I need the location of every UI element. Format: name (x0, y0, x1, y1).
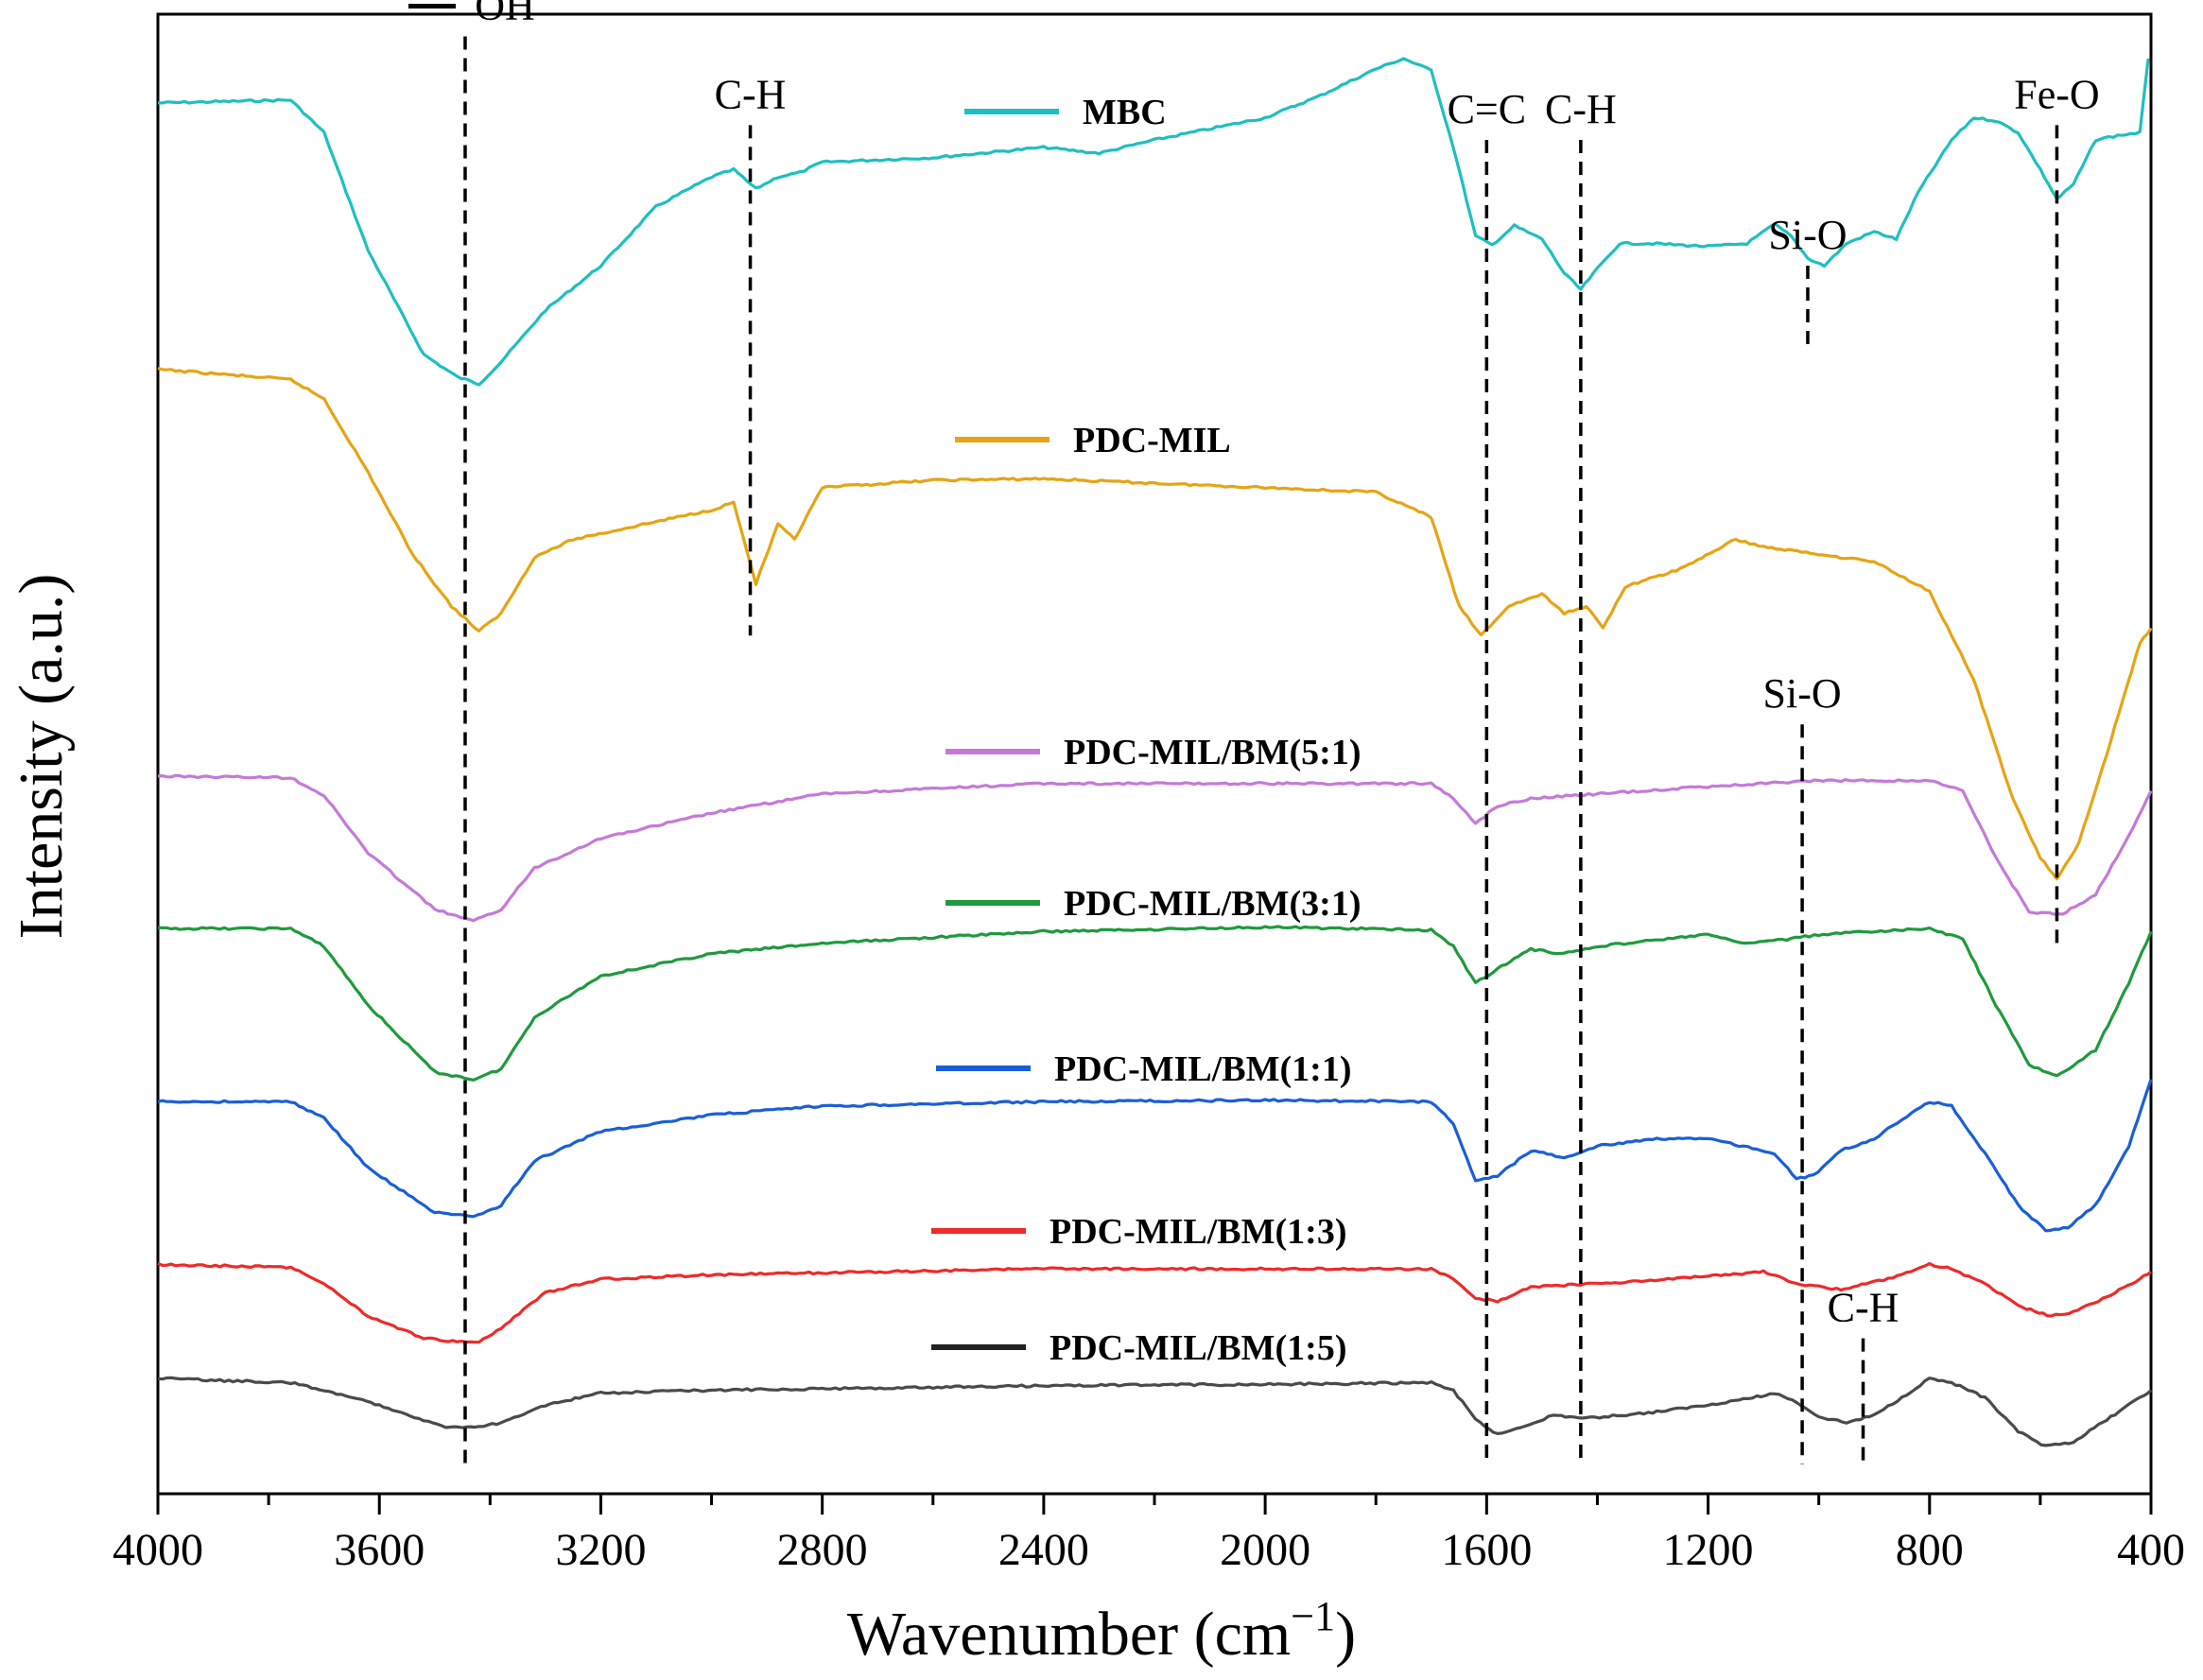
series-line-pdc-mil-bm-3-1 (157, 925, 2153, 1082)
x-tick-label: 4000 (113, 1525, 203, 1575)
series-line-pdc-mil-bm-1-5 (157, 1376, 2153, 1447)
x-tick-label: 2000 (1220, 1525, 1310, 1575)
legend-item: PDC-MIL/BM(1:3) (931, 1212, 1346, 1252)
x-tick-label: 1200 (1663, 1525, 1754, 1575)
series-line-pdc-mil-bm-1-1 (157, 1079, 2153, 1233)
legend-label: PDC-MIL/BM(5:1) (1064, 733, 1361, 772)
peak-label: C-H (715, 71, 787, 117)
x-tick-label: 2800 (777, 1525, 868, 1575)
peak-label: Fe-O (2014, 71, 2099, 117)
legend-item: PDC-MIL/BM(3:1) (945, 884, 1361, 924)
series-line-mbc (158, 57, 2150, 387)
x-tick-label: 2400 (998, 1525, 1089, 1575)
series-line-pdc-mil-bm-5-1 (157, 773, 2153, 923)
x-tick-label: 1600 (1441, 1525, 1532, 1575)
series-line-pdc-mil-bm-1-3 (157, 1262, 2152, 1344)
x-tick-label: 3600 (334, 1525, 425, 1575)
peak-label: C-H (1828, 1285, 1899, 1331)
peak-label: C=C (1448, 86, 1527, 132)
legend: MBC PDC-MIL PDC-MIL/BM(5:1) PDC-MIL/BM(3:1)… (931, 93, 1361, 1368)
x-tick-label: 3200 (555, 1525, 646, 1575)
x-tick-label: 800 (1896, 1525, 1964, 1575)
legend-label: PDC-MIL/BM(1:5) (1049, 1328, 1346, 1368)
legend-item: PDC-MIL/BM(5:1) (945, 733, 1361, 772)
x-axis: 4000 3600 3200 2800 2400 2000 1600 1200 800 400 (113, 1494, 2185, 1575)
peak-label: Si-O (1763, 670, 1842, 717)
legend-label: PDC-MIL (1073, 421, 1231, 460)
legend-item: PDC-MIL/BM(1:1) (936, 1049, 1351, 1089)
y-axis-title: Intensity (a.u.) (7, 574, 76, 940)
series-layer (157, 57, 2153, 1447)
series-line-pdc-mil (157, 366, 2153, 881)
peak-label: Si-O (1768, 212, 1847, 258)
legend-item: PDC-MIL (955, 421, 1231, 460)
legend-label: PDC-MIL/BM(1:1) (1054, 1049, 1351, 1089)
legend-item: MBC (964, 93, 1167, 132)
peak-label: OH (475, 0, 535, 28)
annotation-layer: OH C-H C=C C-H Si-O Fe-O Si-O C-H (408, 0, 2100, 1464)
x-axis-title: Wavenumber (cm−1) (847, 1593, 1356, 1669)
legend-label: PDC-MIL/BM(1:3) (1049, 1212, 1346, 1252)
legend-item: PDC-MIL/BM(1:5) (931, 1328, 1346, 1368)
x-tick-label: 400 (2117, 1525, 2185, 1575)
legend-label: MBC (1083, 93, 1167, 132)
peak-label: C-H (1545, 86, 1617, 132)
legend-label: PDC-MIL/BM(3:1) (1064, 884, 1361, 924)
